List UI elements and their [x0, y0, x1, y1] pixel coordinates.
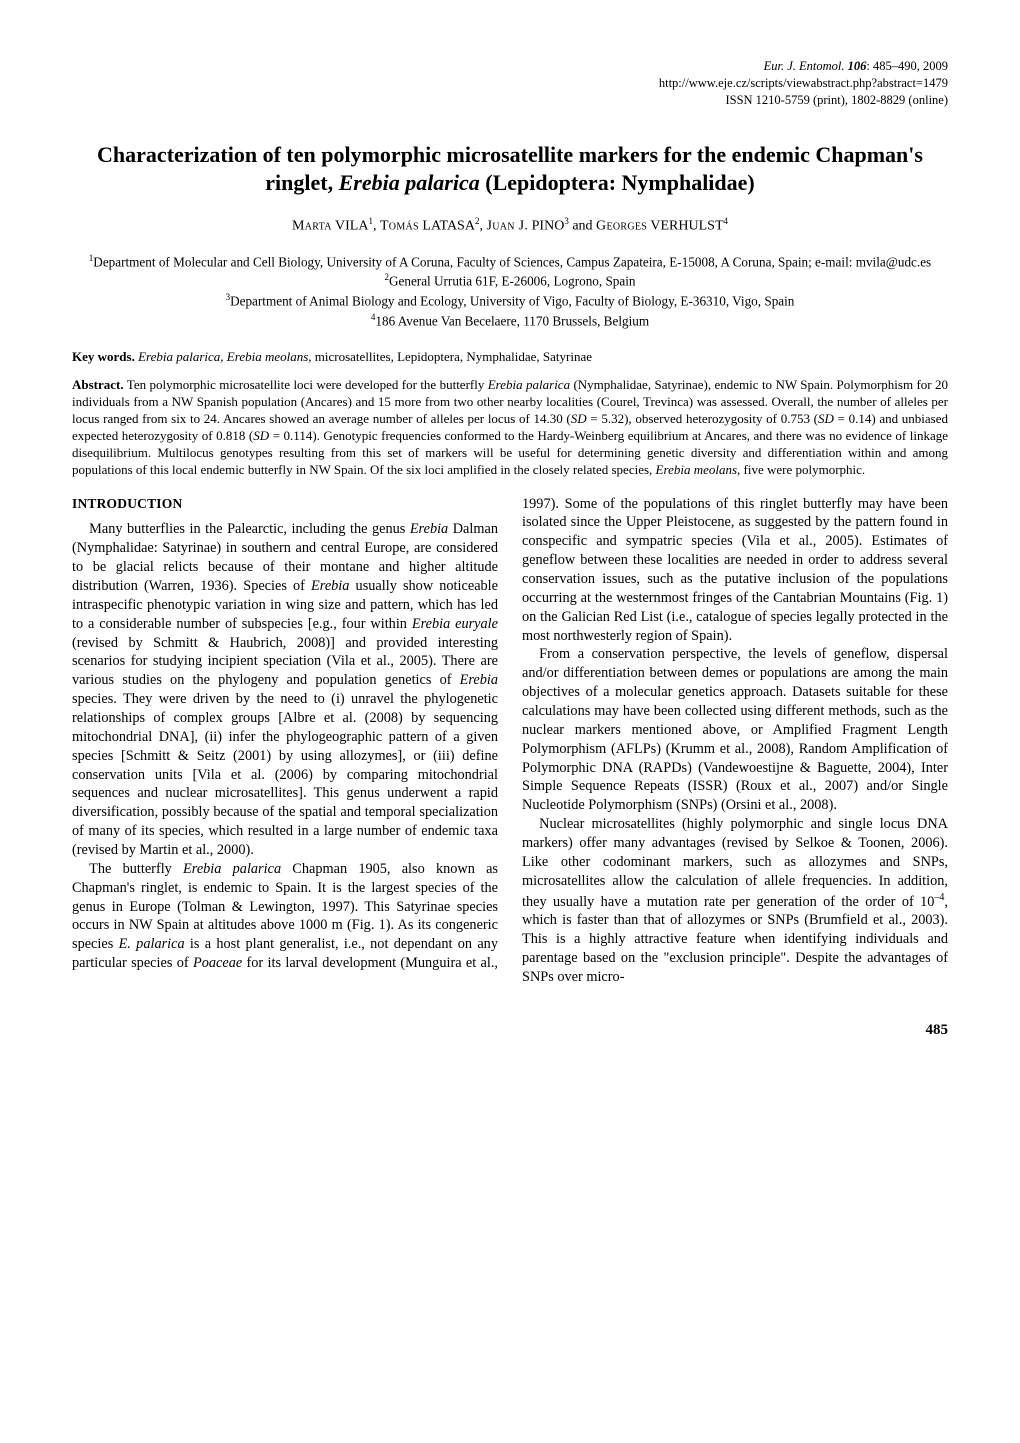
author-3-last: PINO	[532, 218, 565, 233]
paragraph-3: From a conservation perspective, the lev…	[522, 645, 948, 815]
section-heading-introduction: INTRODUCTION	[72, 495, 498, 513]
author-3-first: Juan J.	[486, 218, 528, 233]
journal-volume: 106	[848, 59, 867, 73]
abstract: Abstract. Ten polymorphic microsatellite…	[72, 377, 948, 478]
journal-header: Eur. J. Entomol. 106: 485–490, 2009 http…	[72, 58, 948, 109]
affiliation-2: 2General Urrutia 61F, E-26006, Logrono, …	[72, 271, 948, 291]
title-part2: (Lepidoptera: Nymphalidae)	[480, 170, 755, 195]
author-4-sup: 4	[724, 216, 729, 226]
abstract-label: Abstract.	[72, 377, 124, 392]
author-4-last: VERHULST	[650, 218, 723, 233]
affiliations: 1Department of Molecular and Cell Biolog…	[72, 252, 948, 330]
author-4-first: Georges	[596, 218, 647, 233]
keywords-species2: Erebia meolans	[227, 349, 308, 364]
author-1-first: Marta	[292, 218, 332, 233]
author-1-last: VILA	[335, 218, 368, 233]
affiliation-4: 4186 Avenue Van Becelaere, 1170 Brussels…	[72, 311, 948, 331]
paragraph-4: Nuclear microsatellites (highly polymorp…	[522, 815, 948, 987]
keywords-label: Key words.	[72, 349, 135, 364]
keywords-species1: Erebia palarica	[138, 349, 220, 364]
journal-url: http://www.eje.cz/scripts/viewabstract.p…	[72, 75, 948, 92]
article-title: Characterization of ten polymorphic micr…	[72, 141, 948, 198]
keywords: Key words. Erebia palarica, Erebia meola…	[72, 348, 948, 365]
journal-name: Eur. J. Entomol.	[764, 59, 845, 73]
paragraph-1: Many butterflies in the Palearctic, incl…	[72, 520, 498, 859]
journal-issn: ISSN 1210-5759 (print), 1802-8829 (onlin…	[72, 92, 948, 109]
author-2-last: LATASA	[422, 218, 475, 233]
author-2-first: Tomás	[380, 218, 419, 233]
body-columns: INTRODUCTION Many butterflies in the Pal…	[72, 495, 948, 987]
journal-pages: 485–490, 2009	[873, 59, 948, 73]
page-number: 485	[72, 1021, 948, 1041]
author-list: Marta VILA1, Tomás LATASA2, Juan J. PINO…	[72, 216, 948, 236]
affiliation-3: 3Department of Animal Biology and Ecolog…	[72, 291, 948, 311]
journal-citation: Eur. J. Entomol. 106: 485–490, 2009	[72, 58, 948, 75]
affiliation-1: 1Department of Molecular and Cell Biolog…	[72, 252, 948, 272]
keywords-rest: , microsatellites, Lepidoptera, Nymphali…	[308, 349, 592, 364]
title-species: Erebia palarica	[339, 170, 480, 195]
